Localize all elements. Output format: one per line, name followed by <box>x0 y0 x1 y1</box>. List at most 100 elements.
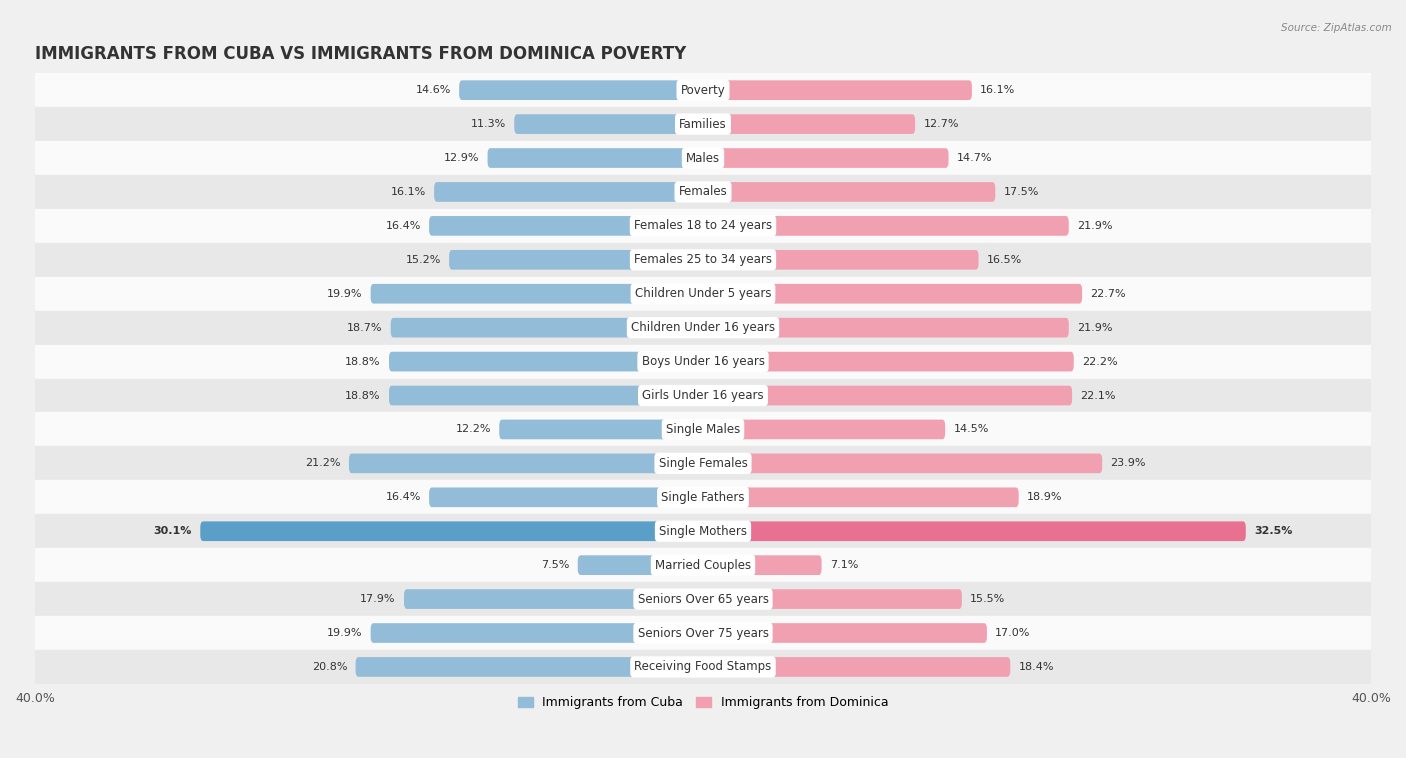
Text: 12.2%: 12.2% <box>456 424 491 434</box>
FancyBboxPatch shape <box>371 623 703 643</box>
Text: 18.4%: 18.4% <box>1019 662 1054 672</box>
Bar <box>35 345 1371 378</box>
Bar <box>35 74 1371 107</box>
FancyBboxPatch shape <box>703 657 1011 677</box>
Text: Families: Families <box>679 117 727 130</box>
FancyBboxPatch shape <box>356 657 703 677</box>
FancyBboxPatch shape <box>703 386 1073 406</box>
Text: 12.7%: 12.7% <box>924 119 959 129</box>
Text: 14.6%: 14.6% <box>415 85 451 96</box>
Text: 21.9%: 21.9% <box>1077 221 1112 231</box>
FancyBboxPatch shape <box>703 318 1069 337</box>
FancyBboxPatch shape <box>703 114 915 134</box>
Text: Females 25 to 34 years: Females 25 to 34 years <box>634 253 772 266</box>
Text: 16.4%: 16.4% <box>385 221 420 231</box>
FancyBboxPatch shape <box>703 284 1083 304</box>
FancyBboxPatch shape <box>703 623 987 643</box>
Text: 15.2%: 15.2% <box>405 255 441 265</box>
Text: Single Males: Single Males <box>666 423 740 436</box>
Text: 22.1%: 22.1% <box>1080 390 1116 400</box>
Text: 16.5%: 16.5% <box>987 255 1022 265</box>
Text: Females: Females <box>679 186 727 199</box>
FancyBboxPatch shape <box>578 556 703 575</box>
Text: 32.5%: 32.5% <box>1254 526 1292 536</box>
Bar <box>35 243 1371 277</box>
Text: IMMIGRANTS FROM CUBA VS IMMIGRANTS FROM DOMINICA POVERTY: IMMIGRANTS FROM CUBA VS IMMIGRANTS FROM … <box>35 45 686 64</box>
Text: Children Under 5 years: Children Under 5 years <box>634 287 772 300</box>
Text: Children Under 16 years: Children Under 16 years <box>631 321 775 334</box>
FancyBboxPatch shape <box>703 453 1102 473</box>
FancyBboxPatch shape <box>703 487 1019 507</box>
Bar <box>35 481 1371 514</box>
FancyBboxPatch shape <box>391 318 703 337</box>
FancyBboxPatch shape <box>200 522 703 541</box>
Text: 16.1%: 16.1% <box>391 187 426 197</box>
FancyBboxPatch shape <box>515 114 703 134</box>
Text: Seniors Over 65 years: Seniors Over 65 years <box>637 593 769 606</box>
Text: Seniors Over 75 years: Seniors Over 75 years <box>637 627 769 640</box>
FancyBboxPatch shape <box>703 182 995 202</box>
Legend: Immigrants from Cuba, Immigrants from Dominica: Immigrants from Cuba, Immigrants from Do… <box>513 691 893 714</box>
FancyBboxPatch shape <box>371 284 703 304</box>
FancyBboxPatch shape <box>389 352 703 371</box>
Text: 17.5%: 17.5% <box>1004 187 1039 197</box>
FancyBboxPatch shape <box>449 250 703 270</box>
Text: Girls Under 16 years: Girls Under 16 years <box>643 389 763 402</box>
Text: Males: Males <box>686 152 720 164</box>
FancyBboxPatch shape <box>499 420 703 440</box>
Text: 30.1%: 30.1% <box>153 526 193 536</box>
Bar <box>35 175 1371 209</box>
Text: Boys Under 16 years: Boys Under 16 years <box>641 355 765 368</box>
Bar <box>35 514 1371 548</box>
Text: Single Fathers: Single Fathers <box>661 491 745 504</box>
Bar <box>35 311 1371 345</box>
FancyBboxPatch shape <box>703 589 962 609</box>
Text: Married Couples: Married Couples <box>655 559 751 572</box>
Bar <box>35 582 1371 616</box>
Text: 14.7%: 14.7% <box>957 153 993 163</box>
FancyBboxPatch shape <box>703 352 1074 371</box>
Text: 7.1%: 7.1% <box>830 560 858 570</box>
Text: 16.4%: 16.4% <box>385 492 420 503</box>
Bar <box>35 209 1371 243</box>
Text: Single Females: Single Females <box>658 457 748 470</box>
Bar <box>35 446 1371 481</box>
Bar <box>35 141 1371 175</box>
Text: 22.2%: 22.2% <box>1083 356 1118 367</box>
Text: 18.8%: 18.8% <box>344 356 381 367</box>
FancyBboxPatch shape <box>488 149 703 168</box>
FancyBboxPatch shape <box>349 453 703 473</box>
Text: 23.9%: 23.9% <box>1111 459 1146 468</box>
Text: 20.8%: 20.8% <box>312 662 347 672</box>
Text: 19.9%: 19.9% <box>326 628 363 638</box>
Text: 11.3%: 11.3% <box>471 119 506 129</box>
FancyBboxPatch shape <box>429 216 703 236</box>
Bar <box>35 548 1371 582</box>
FancyBboxPatch shape <box>389 386 703 406</box>
Bar <box>35 650 1371 684</box>
Bar <box>35 378 1371 412</box>
Bar <box>35 107 1371 141</box>
Text: 17.9%: 17.9% <box>360 594 395 604</box>
Bar <box>35 616 1371 650</box>
Text: Source: ZipAtlas.com: Source: ZipAtlas.com <box>1281 23 1392 33</box>
FancyBboxPatch shape <box>703 522 1246 541</box>
Text: 16.1%: 16.1% <box>980 85 1015 96</box>
FancyBboxPatch shape <box>703 216 1069 236</box>
Text: 21.9%: 21.9% <box>1077 323 1112 333</box>
Text: 14.5%: 14.5% <box>953 424 988 434</box>
FancyBboxPatch shape <box>703 149 949 168</box>
Text: Receiving Food Stamps: Receiving Food Stamps <box>634 660 772 673</box>
Text: 19.9%: 19.9% <box>326 289 363 299</box>
Text: 15.5%: 15.5% <box>970 594 1005 604</box>
Text: Single Mothers: Single Mothers <box>659 525 747 537</box>
Bar <box>35 412 1371 446</box>
FancyBboxPatch shape <box>703 556 821 575</box>
Text: Poverty: Poverty <box>681 83 725 97</box>
FancyBboxPatch shape <box>460 80 703 100</box>
Text: 12.9%: 12.9% <box>444 153 479 163</box>
Text: 18.9%: 18.9% <box>1026 492 1063 503</box>
Text: 21.2%: 21.2% <box>305 459 340 468</box>
Text: 17.0%: 17.0% <box>995 628 1031 638</box>
Text: Females 18 to 24 years: Females 18 to 24 years <box>634 219 772 233</box>
